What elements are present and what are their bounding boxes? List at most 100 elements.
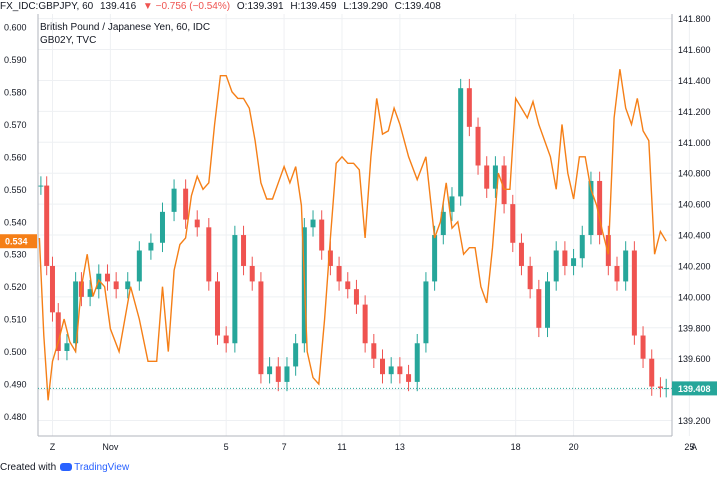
- candle-body: [38, 185, 44, 187]
- candle: [362, 295, 368, 353]
- right-tick-label: 139.600: [678, 354, 711, 364]
- candle: [414, 333, 420, 392]
- footer: Created with TradingView: [0, 458, 129, 477]
- close-value: C:139.408: [394, 1, 441, 12]
- candle: [657, 377, 663, 398]
- right-tick-label: 141.000: [678, 138, 711, 148]
- candle-body: [171, 188, 177, 212]
- current-yield-badge: [0, 234, 37, 249]
- candle: [319, 210, 325, 260]
- right-tick-label: 141.800: [678, 14, 711, 24]
- candle: [345, 272, 351, 299]
- candle: [275, 357, 281, 392]
- right-tick-label: 141.200: [678, 107, 711, 117]
- candle: [171, 179, 177, 222]
- left-tick-label: 0.580: [4, 87, 27, 97]
- candle-body: [232, 235, 238, 344]
- candle-body: [310, 219, 316, 228]
- time-tick-label: Nov: [102, 442, 119, 452]
- right-tick-label: 141.400: [678, 76, 711, 86]
- candle: [545, 272, 551, 338]
- candle-body: [183, 188, 189, 220]
- candle-body: [319, 219, 325, 251]
- candle-body: [466, 88, 472, 127]
- right-tick-label: 139.800: [678, 323, 711, 333]
- time-tick-label: 25: [684, 442, 694, 452]
- candle: [484, 156, 490, 198]
- candle-body: [136, 250, 142, 282]
- price-chart[interactable]: 141.800 141.600 141.400 141.200 141.000 140.8…: [0, 14, 719, 458]
- symbol-label[interactable]: FX_IDC:GBPJPY, 60: [0, 1, 94, 12]
- candle: [518, 233, 524, 276]
- candle: [380, 349, 386, 384]
- candle-body: [104, 273, 110, 282]
- candle-body: [475, 126, 481, 166]
- candle: [64, 333, 70, 361]
- candle: [38, 176, 44, 195]
- candle: [649, 349, 655, 396]
- tradingview-link[interactable]: TradingView: [74, 462, 130, 473]
- left-tick-label: 0.520: [4, 282, 27, 292]
- chart-subtitle[interactable]: GB02Y, TVC: [40, 35, 96, 46]
- candle-body: [623, 250, 629, 282]
- candle: [579, 225, 585, 268]
- candle-body: [614, 265, 620, 282]
- candle-body: [49, 265, 55, 313]
- candle-body: [214, 281, 220, 336]
- candle-body: [125, 281, 131, 290]
- candle-body: [492, 165, 498, 189]
- candle: [492, 156, 498, 198]
- candle: [336, 256, 342, 291]
- time-tick-label: 20: [569, 442, 579, 452]
- candle: [104, 264, 110, 291]
- time-tick-label: 18: [511, 442, 521, 452]
- candle: [406, 364, 412, 392]
- candle: [194, 210, 200, 237]
- candle-body: [223, 335, 229, 344]
- candle: [214, 272, 220, 345]
- candle: [597, 171, 603, 245]
- candle-body: [380, 358, 386, 375]
- candle-body: [293, 343, 299, 367]
- candle-body: [73, 281, 79, 344]
- candle: [232, 225, 238, 353]
- candle-body: [562, 250, 568, 266]
- open-value: O:139.391: [236, 1, 284, 12]
- yield-series-line: [38, 69, 667, 401]
- candle: [249, 256, 255, 291]
- candle: [458, 78, 464, 206]
- left-tick-label: 0.480: [4, 412, 27, 422]
- candle-body: [597, 180, 603, 236]
- candle: [449, 187, 455, 222]
- left-tick-label: 0.490: [4, 380, 27, 390]
- candle-body: [44, 185, 50, 266]
- candle-body: [536, 289, 542, 328]
- price-change: ▼ −0.756 (−0.54%): [142, 1, 231, 12]
- candle-body: [206, 227, 212, 282]
- candle: [614, 256, 620, 291]
- candle: [125, 272, 131, 299]
- candle: [206, 218, 212, 291]
- candle-body: [631, 250, 637, 336]
- candle-body: [510, 204, 516, 243]
- candle-body: [501, 165, 507, 205]
- candle-body: [64, 343, 70, 351]
- candle: [663, 378, 669, 398]
- current-price-label: 139.408: [678, 384, 711, 394]
- candle: [87, 279, 93, 307]
- candle-body: [336, 265, 342, 282]
- candle: [310, 210, 316, 237]
- left-tick-label: 0.560: [4, 152, 27, 162]
- left-tick-label: 0.530: [4, 250, 27, 260]
- candle: [510, 194, 516, 253]
- candle: [267, 357, 273, 384]
- candle: [293, 333, 299, 376]
- candle: [423, 272, 429, 353]
- candle: [55, 303, 61, 361]
- created-with-label: Created with: [0, 462, 57, 473]
- candle: [241, 225, 247, 276]
- left-tick-label: 0.500: [4, 347, 27, 357]
- candle-body: [571, 258, 577, 266]
- candle: [223, 326, 229, 353]
- candle: [284, 357, 290, 392]
